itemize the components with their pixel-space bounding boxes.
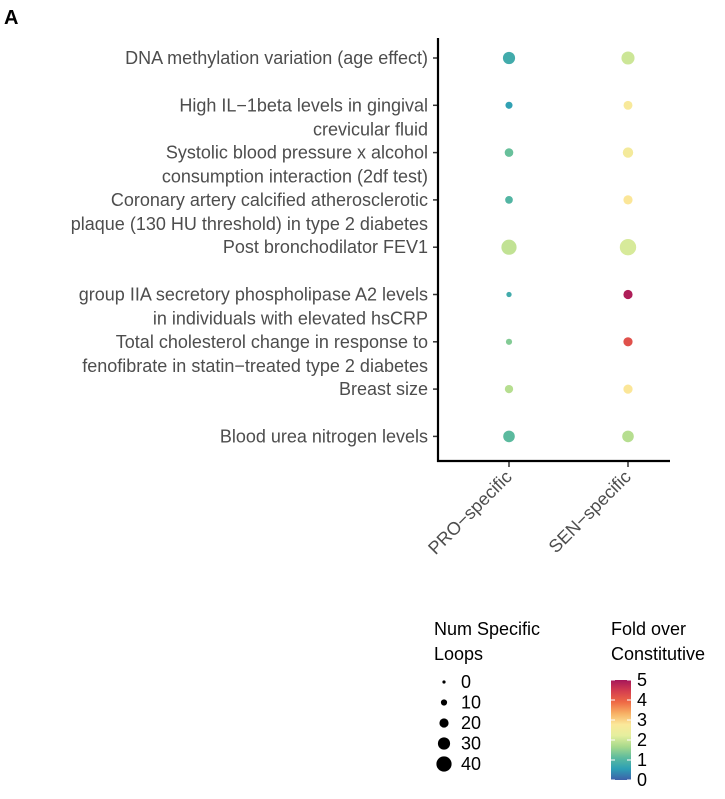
color-bar-label: 4 bbox=[637, 690, 647, 710]
x-tick-label: PRO−specific bbox=[424, 467, 516, 559]
data-point bbox=[623, 384, 633, 394]
data-point bbox=[622, 430, 634, 443]
size-legend-key bbox=[437, 737, 451, 750]
color-bar-label: 2 bbox=[637, 730, 647, 750]
size-legend-key bbox=[442, 680, 446, 684]
panel-label: A bbox=[4, 7, 18, 29]
x-tick-label: SEN−specific bbox=[545, 467, 635, 557]
color-bar-label: 1 bbox=[637, 750, 647, 770]
data-point bbox=[505, 338, 513, 345]
y-tick-label: Systolic blood pressure x alcohol consump… bbox=[162, 143, 428, 187]
y-axis-ticks bbox=[433, 57, 438, 438]
data-point bbox=[622, 147, 634, 158]
size-legend-key bbox=[440, 699, 448, 706]
data-point bbox=[619, 239, 637, 256]
data-point bbox=[502, 51, 516, 65]
size-legend-label: 20 bbox=[461, 713, 481, 733]
x-axis-labels: PRO−specific SEN−specific bbox=[424, 467, 635, 559]
data-point bbox=[621, 51, 635, 65]
data-point bbox=[505, 196, 513, 204]
y-tick-label: Blood urea nitrogen levels bbox=[220, 426, 428, 446]
data-point bbox=[501, 239, 517, 255]
size-legend-label: 30 bbox=[461, 734, 481, 754]
color-bar-label: 5 bbox=[637, 670, 647, 690]
y-tick-label: Post bronchodilator FEV1 bbox=[223, 237, 428, 257]
color-bar-label: 0 bbox=[637, 770, 647, 790]
y-tick-label: Breast size bbox=[339, 379, 428, 399]
size-legend-key bbox=[439, 718, 449, 728]
data-point bbox=[506, 291, 512, 298]
size-legend-title: Num Specific Loops bbox=[434, 619, 540, 664]
data-point bbox=[623, 195, 633, 205]
size-legend-label: 10 bbox=[461, 693, 481, 713]
y-axis-labels: DNA methylation variation (age effect) Hi… bbox=[71, 48, 428, 446]
data-point bbox=[503, 430, 515, 443]
y-tick-label: Total cholesterol change in response to f… bbox=[82, 332, 428, 376]
data-points bbox=[501, 51, 637, 443]
data-point bbox=[504, 384, 514, 394]
size-legend-label: 0 bbox=[461, 672, 471, 692]
y-tick-label: Coronary artery calcified atheroscleroti… bbox=[71, 190, 428, 234]
size-legend-key bbox=[436, 756, 452, 772]
size-legend-label: 40 bbox=[461, 754, 481, 774]
data-point bbox=[623, 337, 633, 347]
data-point bbox=[504, 148, 514, 157]
color-bar bbox=[611, 680, 631, 780]
color-legend-title: Fold over Constitutive bbox=[611, 619, 705, 664]
data-point bbox=[623, 289, 633, 300]
y-tick-label: DNA methylation variation (age effect) bbox=[125, 48, 428, 68]
y-tick-label: group IIA secretory phospholipase A2 lev… bbox=[79, 285, 428, 329]
data-point bbox=[623, 100, 633, 110]
y-tick-label: High IL−1beta levels in gingival crevicul… bbox=[179, 95, 428, 139]
color-bar-label: 3 bbox=[637, 710, 647, 730]
data-point bbox=[505, 101, 513, 109]
